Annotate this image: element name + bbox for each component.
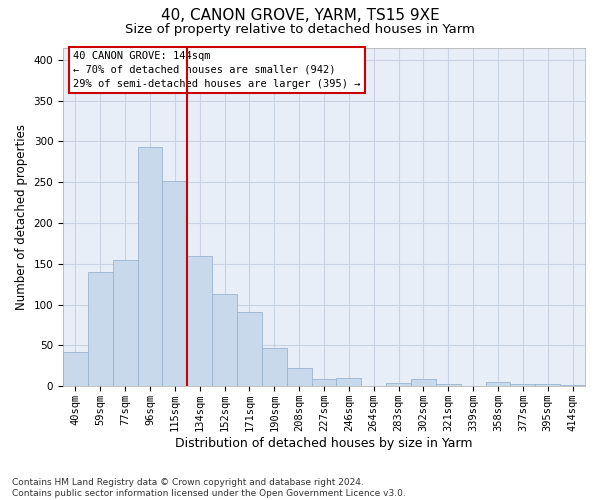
- Bar: [337, 378, 361, 386]
- Bar: [535, 384, 560, 386]
- Text: 40 CANON GROVE: 144sqm
← 70% of detached houses are smaller (942)
29% of semi-de: 40 CANON GROVE: 144sqm ← 70% of detached…: [73, 51, 361, 89]
- Bar: [113, 260, 137, 386]
- Bar: [137, 147, 163, 386]
- Bar: [411, 379, 436, 386]
- Bar: [237, 312, 262, 386]
- Bar: [311, 379, 337, 386]
- Bar: [485, 382, 511, 386]
- Bar: [187, 256, 212, 386]
- Bar: [163, 182, 187, 386]
- Bar: [63, 352, 88, 386]
- X-axis label: Distribution of detached houses by size in Yarm: Distribution of detached houses by size …: [175, 437, 473, 450]
- Text: 40, CANON GROVE, YARM, TS15 9XE: 40, CANON GROVE, YARM, TS15 9XE: [161, 8, 439, 22]
- Bar: [436, 384, 461, 386]
- Bar: [511, 384, 535, 386]
- Bar: [262, 348, 287, 387]
- Bar: [88, 272, 113, 386]
- Bar: [287, 368, 311, 386]
- Y-axis label: Number of detached properties: Number of detached properties: [15, 124, 28, 310]
- Bar: [386, 383, 411, 386]
- Text: Size of property relative to detached houses in Yarm: Size of property relative to detached ho…: [125, 22, 475, 36]
- Text: Contains HM Land Registry data © Crown copyright and database right 2024.
Contai: Contains HM Land Registry data © Crown c…: [12, 478, 406, 498]
- Bar: [212, 294, 237, 386]
